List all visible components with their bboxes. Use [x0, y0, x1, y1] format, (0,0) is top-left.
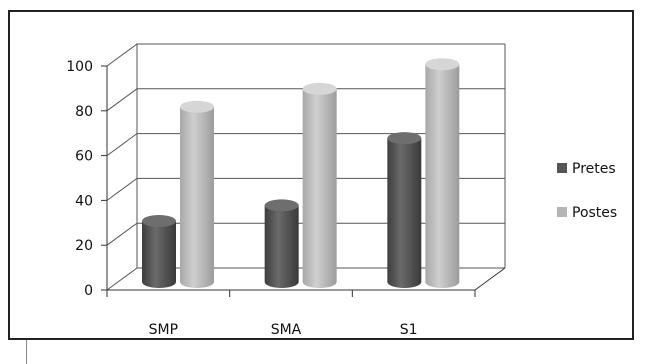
bar-body [180, 106, 214, 288]
legend: Pretes Postes [557, 161, 617, 221]
bar-top [142, 215, 176, 228]
y-tick-label: 20 [75, 238, 93, 254]
bar-top [387, 132, 422, 145]
axes [101, 44, 506, 297]
x-category-label: S1 [400, 322, 418, 338]
bar-top [425, 58, 460, 71]
x-category-label: SMA [271, 322, 302, 338]
frame-edge-line [26, 340, 27, 364]
y-tick-label: 100 [66, 59, 93, 75]
category-labels: SMP SMA S1 [149, 322, 418, 338]
legend-swatch-pretes [557, 163, 567, 173]
bar-body [425, 64, 460, 289]
bar-pretes-s1 [387, 132, 422, 288]
y-tick-label: 60 [75, 149, 93, 165]
legend-label-pretes: Pretes [572, 161, 616, 177]
y-tick-label: 40 [75, 193, 93, 209]
bar-postes-sma [302, 82, 337, 288]
legend-label-postes: Postes [572, 205, 617, 221]
y-tick-labels: 0 20 40 60 80 100 [66, 59, 93, 299]
bar-body [142, 221, 176, 288]
bar-pretes-smp [142, 215, 176, 288]
y-tick-label: 0 [84, 283, 93, 299]
bar-body [302, 88, 337, 288]
y-tick-label: 80 [75, 104, 93, 120]
bar-top [264, 199, 299, 212]
floor-right-edge [474, 267, 506, 291]
bars [142, 58, 460, 289]
bar-postes-s1 [425, 58, 460, 289]
legend-swatch-postes [557, 207, 567, 217]
bar-pretes-sma [264, 199, 299, 288]
bar-top [180, 100, 214, 113]
bar-body [387, 138, 422, 288]
bar-postes-smp [180, 100, 214, 288]
bar-body [264, 205, 299, 288]
bar-top [302, 82, 337, 95]
x-category-label: SMP [149, 322, 178, 338]
